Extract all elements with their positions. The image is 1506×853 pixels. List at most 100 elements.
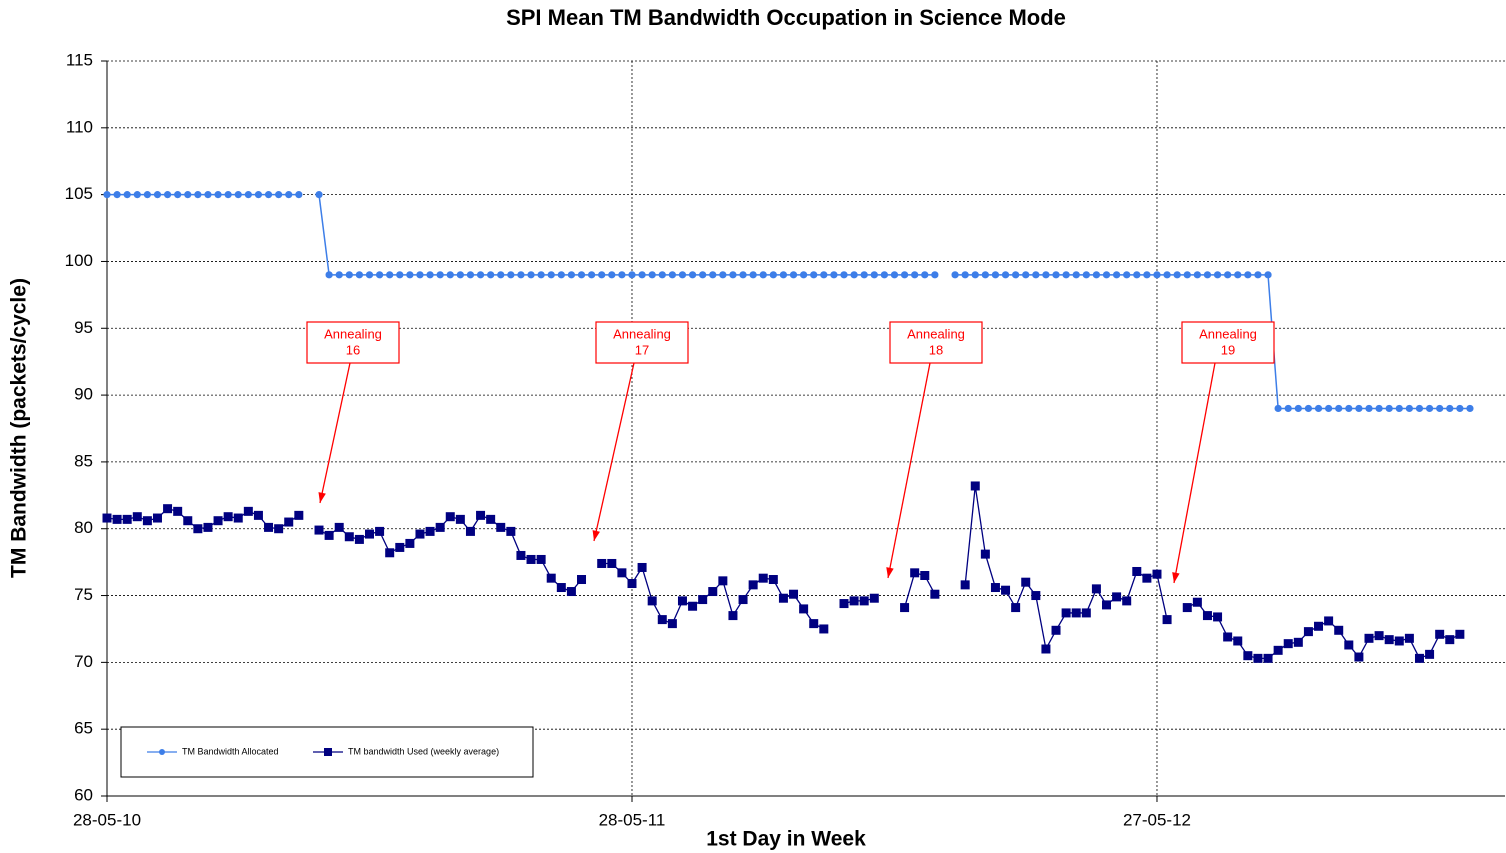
data-point	[497, 271, 505, 279]
data-point	[1273, 645, 1283, 655]
data-point	[547, 271, 555, 279]
data-point	[527, 271, 535, 279]
y-tick-label: 105	[65, 184, 93, 203]
legend-label: TM Bandwidth Allocated	[182, 746, 279, 756]
data-point	[1436, 404, 1444, 413]
x-tick-label: 28-05-11	[599, 810, 666, 829]
data-point	[779, 271, 788, 279]
data-point	[386, 271, 394, 279]
data-point	[839, 599, 849, 609]
data-point	[830, 271, 838, 279]
data-point	[860, 271, 868, 279]
data-point	[546, 573, 556, 583]
data-point	[971, 271, 979, 279]
data-point	[921, 271, 929, 279]
data-point	[709, 271, 717, 279]
data-point	[920, 571, 930, 580]
data-point	[275, 191, 283, 199]
data-point	[214, 191, 222, 199]
data-point	[708, 587, 718, 597]
data-point	[1365, 404, 1373, 413]
legend-marker	[159, 749, 165, 755]
data-point	[1364, 633, 1374, 643]
y-tick-label: 100	[65, 251, 93, 270]
data-point	[588, 271, 596, 279]
data-point	[1123, 271, 1131, 279]
data-point	[1293, 637, 1303, 647]
data-point	[990, 583, 1000, 593]
data-point	[870, 271, 878, 279]
data-point	[406, 271, 414, 279]
data-point	[344, 532, 354, 542]
data-point	[375, 271, 384, 279]
data-point	[1224, 271, 1232, 279]
data-point	[677, 596, 687, 606]
annotation-arrowhead	[1172, 572, 1180, 583]
data-point	[1091, 584, 1101, 594]
legend-label: TM bandwidth Used (weekly average)	[348, 746, 499, 756]
data-point	[799, 604, 809, 614]
data-point	[1314, 621, 1324, 631]
data-point	[1304, 404, 1313, 413]
data-point	[1162, 615, 1172, 625]
data-point	[395, 542, 405, 552]
data-point	[324, 530, 334, 540]
data-point	[1395, 404, 1403, 413]
data-point	[1143, 271, 1151, 279]
data-point	[465, 526, 475, 536]
data-point	[1284, 404, 1292, 413]
data-point	[678, 271, 687, 279]
data-point	[768, 575, 778, 585]
data-point	[1455, 629, 1465, 639]
data-point	[1425, 404, 1434, 413]
data-point	[618, 271, 626, 279]
data-point	[184, 191, 192, 199]
y-tick-label: 110	[66, 117, 93, 136]
data-point	[758, 573, 768, 583]
y-tick-label: 115	[66, 50, 93, 69]
series-line	[107, 193, 1470, 410]
data-point	[354, 534, 364, 544]
data-point	[1022, 271, 1030, 279]
data-point	[1152, 569, 1162, 579]
data-point	[1021, 577, 1031, 587]
data-point	[1081, 608, 1091, 618]
data-point	[1253, 653, 1263, 663]
data-point	[577, 575, 587, 585]
data-point	[335, 271, 343, 279]
data-point	[345, 271, 353, 279]
data-point	[1303, 627, 1313, 637]
data-point	[900, 603, 910, 613]
data-point	[133, 191, 141, 199]
data-point	[426, 271, 434, 279]
data-point	[1264, 271, 1272, 279]
data-point	[1202, 611, 1212, 621]
data-point	[668, 271, 676, 279]
data-point	[1213, 612, 1223, 622]
data-point	[1113, 271, 1121, 279]
data-point	[334, 522, 344, 532]
data-point	[1133, 271, 1141, 279]
data-point	[536, 554, 546, 564]
data-point	[1213, 271, 1222, 279]
data-point	[1132, 566, 1142, 576]
data-point	[1233, 636, 1243, 646]
data-point	[103, 191, 111, 199]
data-point	[1092, 271, 1101, 279]
data-point	[224, 191, 232, 199]
data-point	[234, 191, 242, 199]
data-point	[213, 516, 223, 526]
data-point	[1203, 271, 1212, 279]
data-point	[748, 580, 758, 590]
data-point	[486, 514, 496, 524]
data-point	[1062, 271, 1070, 279]
data-point	[729, 271, 737, 279]
data-point	[253, 510, 263, 520]
data-point	[223, 512, 233, 522]
y-tick-label: 85	[74, 451, 93, 470]
chart-title: SPI Mean TM Bandwidth Occupation in Scie…	[506, 5, 1066, 30]
annotation-box	[1181, 321, 1275, 364]
data-point	[1344, 640, 1354, 650]
data-point	[598, 271, 606, 279]
data-point	[123, 191, 131, 199]
